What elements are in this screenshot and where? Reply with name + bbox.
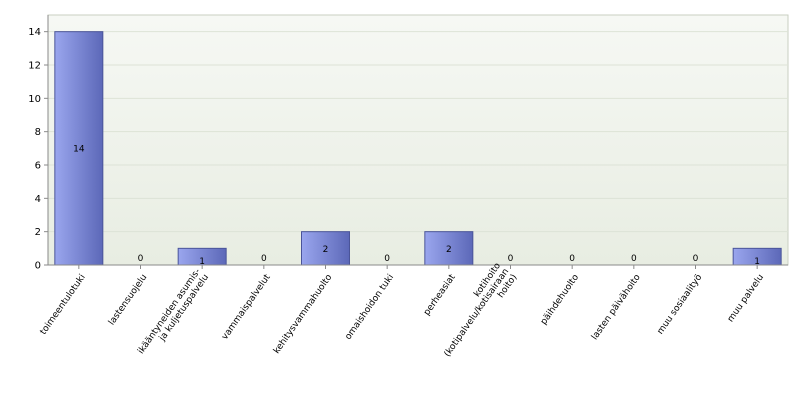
y-tick-label: 0 — [35, 261, 41, 272]
x-tick-label: päihdehuolto — [539, 272, 581, 327]
plot-area — [47, 14, 789, 266]
x-tick-label-line: vammaispalvelut — [220, 272, 273, 342]
x-tick-label: kehitysvammahuolto — [272, 272, 335, 356]
x-tick-label: toimeentulotuki — [39, 273, 88, 337]
x-tick-label: lastensuojelu — [107, 273, 149, 328]
x-tick-label: muu palvelu — [726, 273, 766, 324]
data-label: 1 — [754, 257, 760, 267]
y-tick-label: 4 — [35, 194, 41, 205]
data-labels: 14 0 1 0 2 0 2 0 0 0 0 1 — [73, 144, 760, 267]
x-tick-label: vammaispalvelut — [220, 272, 273, 342]
data-label: 0 — [138, 254, 144, 264]
data-label: 0 — [631, 254, 637, 264]
x-tick-label: lasten päivähoito — [590, 272, 643, 342]
y-tick-label: 12 — [28, 61, 41, 72]
x-tick-label-line: päihdehuolto — [539, 272, 581, 327]
data-label: 0 — [508, 254, 514, 264]
x-tick-label: perheasiat — [422, 272, 458, 317]
y-tick-label: 2 — [35, 227, 41, 238]
y-tick-label: 8 — [35, 127, 41, 138]
data-label: 1 — [199, 257, 205, 267]
data-label: 2 — [446, 245, 452, 255]
x-tick-label-line: muu palvelu — [726, 273, 766, 324]
x-tick-label-line: lastensuojelu — [107, 273, 149, 328]
y-tick-label: 14 — [28, 27, 41, 38]
x-tick-label: ikääntyneiden asumis-ja kuljetuspalvelu — [136, 267, 211, 356]
axes — [47, 15, 788, 269]
data-label: 0 — [261, 254, 267, 264]
x-tick-label-line: muu sosiaalityö — [656, 272, 705, 336]
x-tick-label-line: lasten päivähoito — [590, 272, 643, 342]
data-label: 0 — [384, 254, 390, 264]
data-label: 0 — [693, 254, 699, 264]
x-tick-label-line: perheasiat — [422, 272, 458, 317]
y-tick-label: 6 — [35, 161, 41, 172]
x-tick-label: omaishoidon tuki — [343, 273, 396, 342]
x-tick-label-line: toimeentulotuki — [39, 273, 88, 337]
data-label: 0 — [569, 254, 575, 264]
gridlines — [48, 31, 788, 233]
x-tick-labels: toimeentulotuki lastensuojeluikääntyneide… — [39, 261, 766, 359]
x-tick-label-line: omaishoidon tuki — [343, 273, 396, 342]
bar — [301, 231, 350, 266]
x-tick-label-line: kehitysvammahuolto — [272, 272, 335, 356]
x-tick-label: muu sosiaalityö — [656, 272, 705, 336]
y-tick-labels: 0 2 4 6 8 10 12 14 — [28, 27, 48, 272]
data-label: 14 — [73, 144, 85, 154]
y-tick-label: 10 — [28, 94, 41, 105]
data-label: 2 — [323, 245, 329, 255]
